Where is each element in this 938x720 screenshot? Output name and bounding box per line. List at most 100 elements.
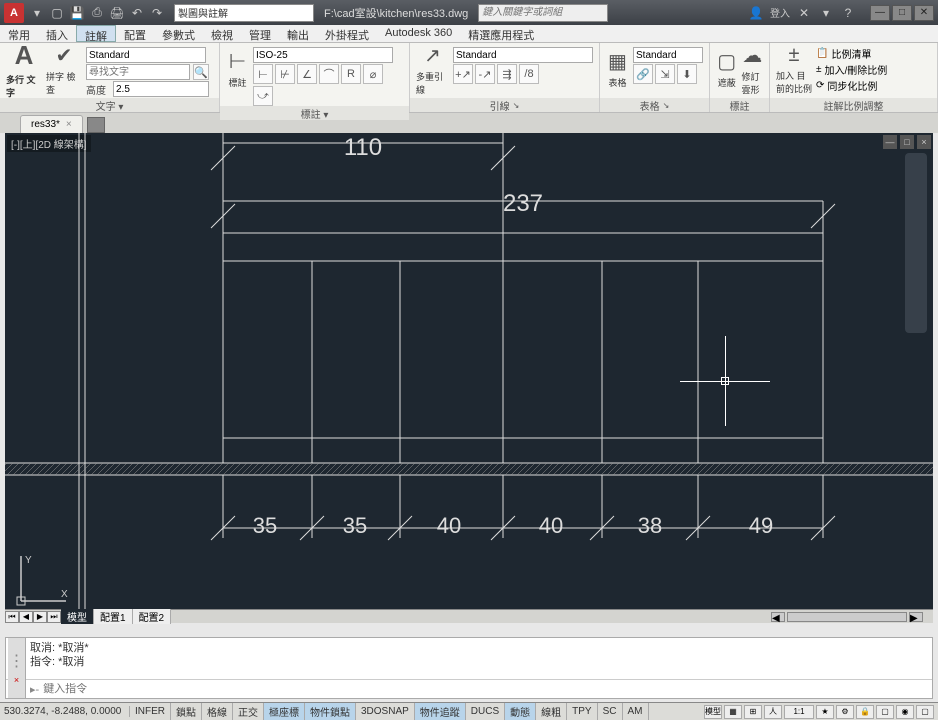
status-toggle[interactable]: 線粗 xyxy=(536,703,567,720)
command-window-grip[interactable]: ⋮× xyxy=(8,638,26,698)
exchange-icon[interactable]: ✕ xyxy=(796,5,812,21)
status-toggle[interactable]: 極座標 xyxy=(264,703,305,720)
status-toggle[interactable]: AM xyxy=(623,703,649,720)
tray-grid-icon[interactable]: ⊞ xyxy=(744,705,762,719)
dim-aligned-icon[interactable]: ⊬ xyxy=(275,64,295,84)
sync-scale-button[interactable]: ⟳同步化比例 xyxy=(816,78,931,93)
mtext-button[interactable]: A多行 文字 xyxy=(6,46,42,92)
qat-new-icon[interactable]: ▾ xyxy=(28,4,46,22)
layout-nav-prev-icon[interactable]: ◀ xyxy=(19,611,33,623)
leader-collect-icon[interactable]: /8 xyxy=(519,64,539,84)
find-text-input[interactable] xyxy=(86,64,190,80)
scalelist-button[interactable]: 📋比例清單 xyxy=(816,46,931,61)
ribbon-tab[interactable]: 外掛程式 xyxy=(317,25,377,42)
panel-title-leader[interactable]: 引線↘ xyxy=(410,98,599,112)
command-input[interactable] xyxy=(39,683,926,695)
annotation-scale-combo[interactable]: 1:1 xyxy=(784,705,814,719)
spellcheck-button[interactable]: ✔拼字 檢查 xyxy=(46,46,82,92)
dim-diameter-icon[interactable]: ⌀ xyxy=(363,64,383,84)
layout-tab[interactable]: 配置2 xyxy=(133,609,172,624)
hscroll-track[interactable] xyxy=(787,612,907,622)
wipeout-button[interactable]: ▢遮蔽 xyxy=(716,46,738,92)
revcloud-button[interactable]: ☁修訂 雲形 xyxy=(742,46,764,92)
qat-undo-icon[interactable]: ↶ xyxy=(128,4,146,22)
dim-jogged-icon[interactable]: ⤻ xyxy=(253,86,273,106)
stayconnected-icon[interactable]: ▾ xyxy=(818,5,834,21)
status-toggle[interactable]: TPY xyxy=(567,703,597,720)
minimize-button[interactable]: — xyxy=(870,5,890,21)
dimension-button[interactable]: ⊢標註 xyxy=(226,46,249,92)
qat-save-icon[interactable]: 💾 xyxy=(68,4,86,22)
ribbon-tab[interactable]: 檢視 xyxy=(203,25,241,42)
ribbon-tab[interactable]: 插入 xyxy=(38,25,76,42)
maximize-button[interactable]: □ xyxy=(892,5,912,21)
status-toggle[interactable]: 格線 xyxy=(202,703,233,720)
qat-redo-icon[interactable]: ↷ xyxy=(148,4,166,22)
dim-radius-icon[interactable]: R xyxy=(341,64,361,84)
tray-annovis-icon[interactable]: ★ xyxy=(816,705,834,719)
tray-model-button[interactable]: 模型 xyxy=(704,705,722,719)
tray-annoscale-icon[interactable]: 人 xyxy=(764,705,782,719)
close-button[interactable]: ✕ xyxy=(914,5,934,21)
tray-clean-icon[interactable]: ▢ xyxy=(916,705,934,719)
tray-isolate-icon[interactable]: ◉ xyxy=(896,705,914,719)
qat-open-icon[interactable]: ▢ xyxy=(48,4,66,22)
status-toggle[interactable]: 物件追蹤 xyxy=(415,703,466,720)
coordinates-display[interactable]: 530.3274, -8.2488, 0.0000 xyxy=(0,706,130,717)
panel-title-dimension[interactable]: 標註 ▾ xyxy=(220,106,409,120)
text-height-input[interactable] xyxy=(113,81,209,97)
drawing-canvas[interactable]: [-][上][2D 線架構] — □ × 110237353540403849 … xyxy=(5,133,933,623)
find-icon[interactable]: 🔍 xyxy=(193,64,209,80)
table-link-icon[interactable]: 🔗 xyxy=(633,64,653,84)
ribbon-tab[interactable]: 參數式 xyxy=(154,25,203,42)
tray-lock-icon[interactable]: 🔒 xyxy=(856,705,874,719)
ribbon-tab[interactable]: 配置 xyxy=(116,25,154,42)
leader-align-icon[interactable]: ⇶ xyxy=(497,64,517,84)
panel-title-table[interactable]: 表格↘ xyxy=(600,98,709,112)
help-search-input[interactable] xyxy=(478,4,608,22)
layout-nav-next-icon[interactable]: ▶ xyxy=(33,611,47,623)
status-toggle[interactable]: 3DOSNAP xyxy=(356,703,415,720)
text-style-combo[interactable] xyxy=(86,47,206,63)
document-tab-close-icon[interactable]: × xyxy=(66,119,72,130)
dim-arc-icon[interactable]: ⌒ xyxy=(319,64,339,84)
layout-nav-last-icon[interactable]: ⏭ xyxy=(47,611,61,623)
ribbon-tab[interactable]: 管理 xyxy=(241,25,279,42)
signin-icon[interactable]: 👤 xyxy=(748,5,764,21)
leader-style-combo[interactable] xyxy=(453,47,593,63)
workspace-combo[interactable] xyxy=(174,4,314,22)
status-toggle[interactable]: DUCS xyxy=(466,703,505,720)
dim-linear-icon[interactable]: ⊢ xyxy=(253,64,273,84)
status-toggle[interactable]: INFER xyxy=(130,703,171,720)
layout-tab[interactable]: 模型 xyxy=(61,609,94,624)
help-icon[interactable]: ? xyxy=(840,5,856,21)
qat-saveas-icon[interactable]: ⎙ xyxy=(88,4,106,22)
new-document-button[interactable] xyxy=(87,117,105,133)
status-toggle[interactable]: SC xyxy=(598,703,623,720)
status-toggle[interactable]: 物件鎖點 xyxy=(305,703,356,720)
dim-style-combo[interactable] xyxy=(253,47,393,63)
ribbon-tab[interactable]: 精選應用程式 xyxy=(460,25,542,42)
tray-quickview-icon[interactable]: ▦ xyxy=(724,705,742,719)
qat-plot-icon[interactable]: 🖨 xyxy=(108,4,126,22)
dim-angular-icon[interactable]: ∠ xyxy=(297,64,317,84)
addscale-button[interactable]: ±加入 目前的比例 xyxy=(776,46,812,92)
table-button[interactable]: ▦表格 xyxy=(606,46,629,92)
app-logo[interactable]: A xyxy=(4,3,24,23)
hscroll-right-icon[interactable]: ▶ xyxy=(909,612,923,622)
panel-title-text[interactable]: 文字 ▾ xyxy=(0,98,219,112)
hscroll-left-icon[interactable]: ◀ xyxy=(771,612,785,622)
leader-add-icon[interactable]: +↗ xyxy=(453,64,473,84)
document-tab[interactable]: res33* × xyxy=(20,115,83,133)
layout-tab[interactable]: 配置1 xyxy=(94,609,133,624)
mleader-button[interactable]: ↗多重引線 xyxy=(416,46,449,92)
leader-remove-icon[interactable]: -↗ xyxy=(475,64,495,84)
table-style-combo[interactable] xyxy=(633,47,703,63)
ribbon-tab[interactable]: 輸出 xyxy=(279,25,317,42)
table-extract-icon[interactable]: ⇲ xyxy=(655,64,675,84)
ribbon-tab[interactable]: Autodesk 360 xyxy=(377,25,460,42)
layout-nav-first-icon[interactable]: ⏮ xyxy=(5,611,19,623)
status-toggle[interactable]: 鎖點 xyxy=(171,703,202,720)
signin-label[interactable]: 登入 xyxy=(770,5,790,20)
status-toggle[interactable]: 正交 xyxy=(233,703,264,720)
